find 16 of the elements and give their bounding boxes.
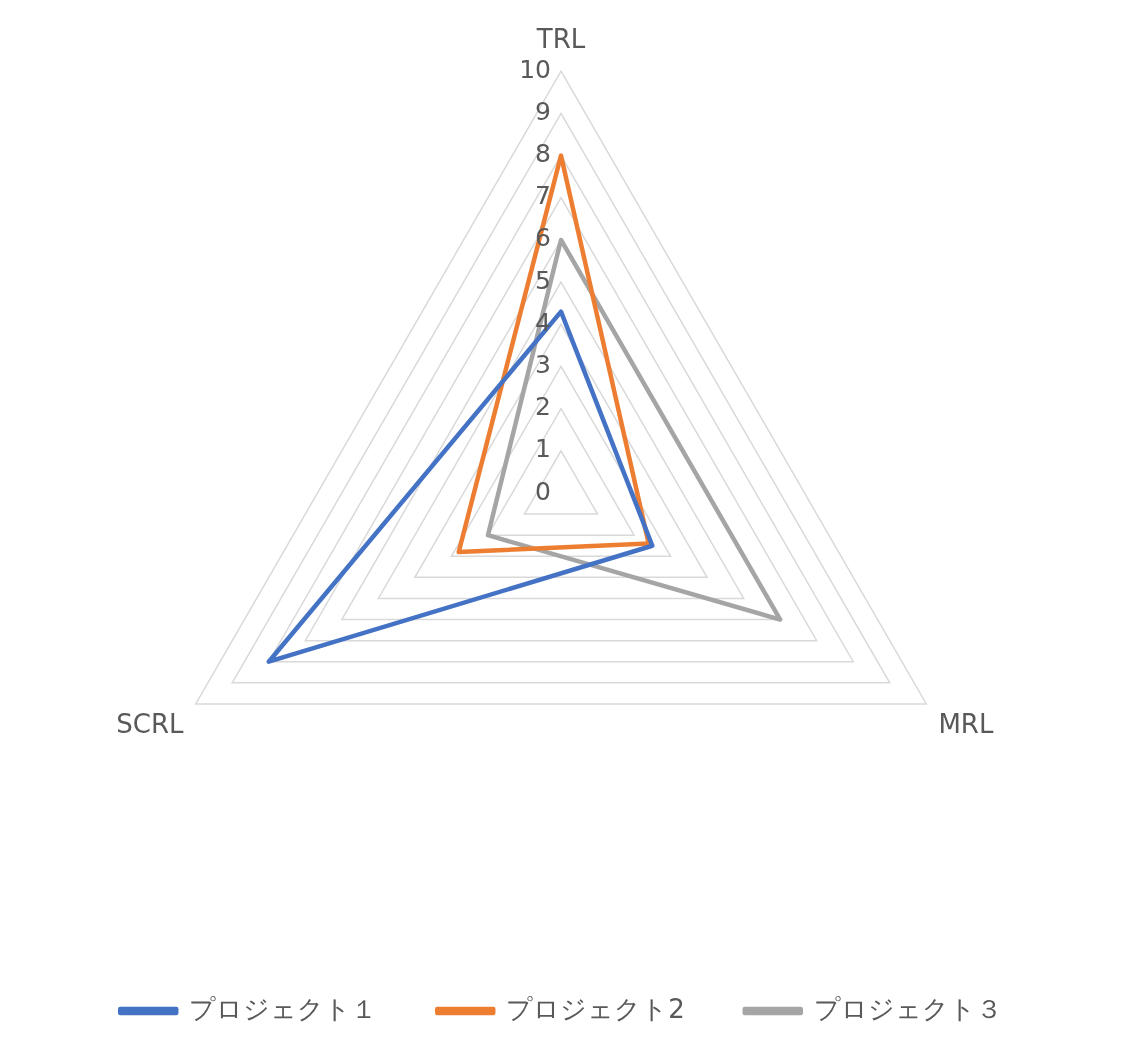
spoke-label: MRL: [938, 709, 994, 740]
legend-label: プロジェクト１: [189, 993, 378, 1024]
y-tick-label: 1: [535, 434, 551, 464]
spoke-label: SCRL: [116, 709, 185, 740]
y-tick-label: 4: [535, 307, 551, 337]
legend-label: プロジェクト2: [506, 993, 685, 1024]
y-tick-label: 10: [519, 54, 551, 84]
y-tick-label: 2: [535, 392, 551, 422]
y-tick-label: 9: [535, 96, 551, 126]
y-tick-label: 7: [535, 181, 551, 211]
spoke-label: TRL: [535, 24, 586, 55]
legend-label: プロジェクト３: [813, 993, 1002, 1024]
y-tick-label: 0: [535, 476, 551, 506]
y-tick-label: 3: [535, 349, 551, 379]
y-tick-label: 8: [535, 139, 551, 169]
y-tick-label: 5: [535, 265, 551, 295]
